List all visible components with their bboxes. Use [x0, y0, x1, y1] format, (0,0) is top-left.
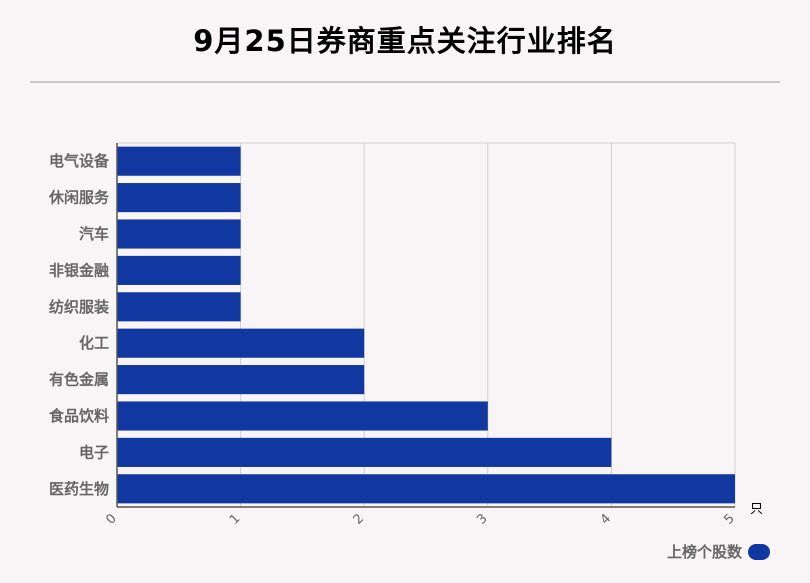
bar — [117, 474, 735, 504]
bar — [117, 146, 241, 176]
bar — [117, 365, 365, 395]
category-label: 电子 — [79, 443, 109, 461]
x-tick-label: 5 — [721, 511, 737, 527]
x-tick-label: 3 — [474, 511, 490, 527]
category-label: 汽车 — [79, 225, 109, 243]
legend-label: 上榜个股数 — [666, 543, 742, 561]
category-label: 食品饮料 — [49, 407, 109, 425]
bar — [117, 328, 365, 358]
category-label: 休闲服务 — [48, 189, 110, 207]
category-label: 化工 — [79, 334, 109, 352]
legend: 上榜个股数 — [667, 541, 770, 562]
category-label: 有色金属 — [49, 371, 109, 389]
bar — [117, 401, 488, 431]
chart-title: 9月25日券商重点关注行业排名 — [193, 24, 617, 58]
x-tick-label: 0 — [103, 511, 119, 527]
legend-swatch — [748, 543, 770, 560]
x-tick-label: 2 — [351, 511, 367, 527]
category-label: 医药生物 — [49, 480, 109, 498]
title-divider — [30, 81, 780, 83]
category-label: 纺织服装 — [49, 298, 110, 316]
category-label: 非银金融 — [49, 261, 109, 279]
category-label: 电气设备 — [49, 152, 110, 170]
x-axis-unit: 只 — [750, 502, 764, 517]
bar — [117, 255, 241, 285]
bar — [117, 183, 241, 213]
x-tick-label: 1 — [227, 511, 243, 527]
x-tick-label: 4 — [598, 511, 614, 527]
bar — [117, 219, 241, 249]
bar — [117, 292, 241, 322]
bar — [117, 437, 612, 467]
